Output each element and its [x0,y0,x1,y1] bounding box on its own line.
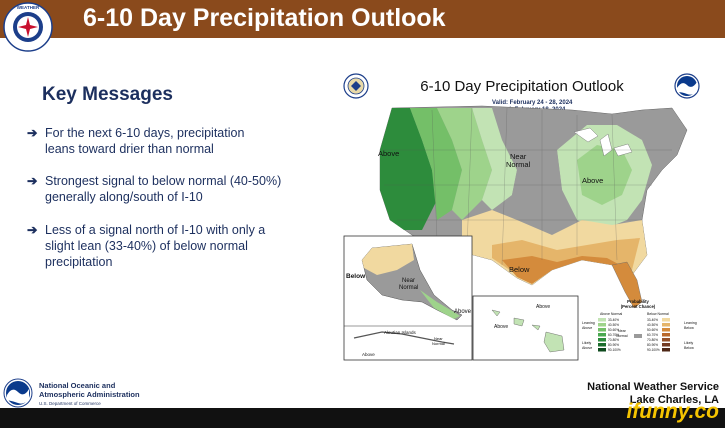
bullet-text: Strongest signal to below normal (40-50%… [45,174,282,204]
footer-band [0,372,725,408]
map-title: 6-10 Day Precipitation Outlook [420,78,624,95]
key-messages-title: Key Messages [42,84,173,105]
map-legend: Probability (Percent Chance) Above Normal… [582,299,697,352]
header-bar [0,0,725,38]
legend-range-label: 33-40% [608,318,619,322]
noaa-department: U.S. Department of Commerce [39,401,101,406]
legend-range-label: 80-90% [608,343,619,347]
office-name: National Weather Service Lake Charles, L… [587,381,719,406]
legend-range-label: 50-60% [608,328,619,332]
label-below: Below [509,265,530,274]
arrow-right-icon: ➔ [27,174,38,188]
legend-swatch-below [662,328,670,332]
legend-swatch-below [662,318,670,322]
label-above-west: Above [378,149,399,158]
aleutian-title: Aleutian Islands [384,330,417,335]
bottom-bar [0,408,725,428]
map-valid: Valid: February 24 - 28, 2024 [492,100,573,106]
legend-swatch-above [598,338,606,342]
legend-leaning-below: Leaning Below [684,321,697,330]
svg-text:Above: Above [536,304,550,310]
arrow-right-icon: ➔ [27,126,38,140]
legend-range-label: 40-50% [647,323,658,327]
legend-range-label: 70-80% [647,338,658,342]
svg-text:WEATHER: WEATHER [17,5,40,10]
legend-range-label: 70-80% [608,338,619,342]
aleutian-above: Above [362,352,375,357]
legend-range-label: 80-90% [647,343,658,347]
legend-swatch-below [662,333,670,337]
noaa-footer-logo-icon [3,378,33,408]
svg-text:Probability(Percent Chance): Probability (Percent Chance) [621,299,656,309]
legend-likely-above: Likely Above [582,341,592,350]
legend-range-label: 60-70% [608,333,619,337]
legend-below-header: Below Normal [647,312,669,316]
legend-range-label: 90-100% [608,348,621,352]
label-near-normal: Near Normal [506,152,531,169]
legend-swatch-above [598,318,606,322]
legend-swatch-below [662,323,670,327]
aleutian-near: Near Normal [432,336,445,346]
legend-leaning-above: Leaning Above [582,321,595,330]
ak-label-above: Above [454,309,472,315]
hi-label-above: Above [494,324,508,330]
bullet-text: Less of a signal north of I-10 with only… [45,223,266,269]
legend-swatch-above [598,323,606,327]
legend-range-label: 33-40% [647,318,658,322]
legend-range-label: 90-100% [647,348,660,352]
noaa-logo-icon [674,73,700,99]
legend-swatch-above [598,343,606,347]
legend-near-normal: Near Normal [616,329,628,338]
legend-swatch-above [598,328,606,332]
ak-label-below: Below [346,273,366,280]
legend-swatch-below [662,348,670,352]
legend-swatch-above [598,348,606,352]
label-above-east: Above [582,176,603,185]
ifunny-watermark: ifunny.co [626,400,719,423]
legend-range-label: 40-50% [608,323,619,327]
legend-range-label: 60-70% [647,333,658,337]
legend-swatch-above [598,333,606,337]
legend-range-label: 50-60% [647,328,658,332]
hawaii-inset: Above Above [472,295,579,361]
precipitation-outlook-map: 6-10 Day Precipitation Outlook Valid: Fe… [342,70,717,367]
doc-seal-icon [343,73,369,99]
alaska-inset: Below Near Normal Above Aleutian Islands … [343,235,473,361]
ak-label-near: Near Normal [399,278,418,291]
nws-logo-icon: WEATHER [2,1,54,53]
noaa-name: National Oceanic and Atmospheric Adminis… [39,381,140,399]
legend-likely-below: Likely Below [684,341,694,350]
legend-swatch-below [662,343,670,347]
legend-swatch-below [662,338,670,342]
legend-above-header: Above Normal [600,312,622,316]
page-title: 6-10 Day Precipitation Outlook [83,4,446,32]
arrow-right-icon: ➔ [27,223,38,237]
bullet-text: For the next 6-10 days, precipitation le… [45,126,245,156]
